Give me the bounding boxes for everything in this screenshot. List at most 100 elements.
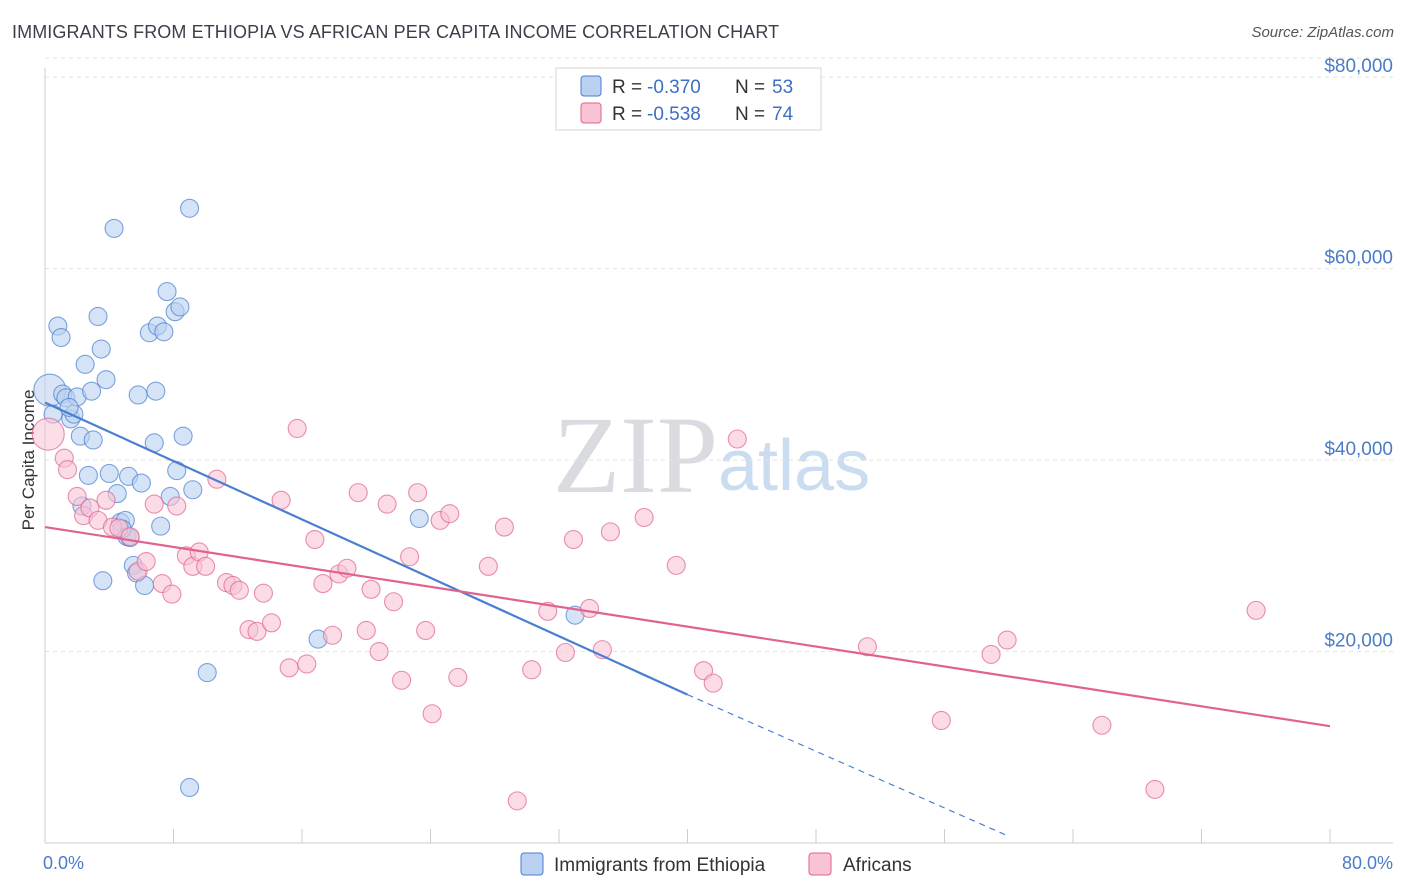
point-ethiopia [51,327,71,348]
point-africans [313,574,333,594]
point-africans [1246,600,1266,620]
chart-source: Source: ZipAtlas.com [1251,24,1394,41]
point-ethiopia [93,571,113,591]
point-africans [400,547,420,567]
point-ethiopia [170,297,190,317]
point-africans [384,592,404,612]
legend-swatch-africans [580,102,602,124]
legend-r-label: R = [612,77,642,98]
point-africans [600,522,620,542]
point-ethiopia [180,198,200,218]
point-africans [31,417,65,451]
point-africans [522,660,542,680]
trend-lines [44,401,1331,837]
axes [44,68,1393,844]
y-tick-label: $80,000 [1324,56,1393,77]
series-swatch-africans [808,852,832,876]
legend-r-value-africans: -0.538 [647,104,701,125]
point-ethiopia [99,463,119,484]
point-africans [57,460,78,480]
legend-swatch-ethiopia [580,75,602,97]
y-axis-label: Per Capita Income [19,390,38,531]
point-africans [356,620,376,641]
point-africans [305,529,325,550]
point-africans [261,613,282,633]
point-africans [162,584,182,604]
point-africans [538,601,558,621]
point-ethiopia [409,508,429,529]
point-africans [120,527,140,547]
grid-lines [45,57,1393,653]
point-africans [563,529,584,550]
series-label-africans: Africans [843,855,912,876]
point-africans [416,620,436,641]
point-ethiopia [88,306,108,327]
point-africans [247,621,267,641]
point-africans [253,583,274,603]
tick-labels: $20,000 $40,000 $60,000 $80,000 0.0% 80.0% [43,56,1393,873]
trend-line-ethiopia-extrapolated [687,694,1009,837]
point-ethiopia [78,465,98,485]
data-points [31,198,1266,811]
point-africans [448,667,468,687]
point-africans [348,483,368,503]
chart-title: IMMIGRANTS FROM ETHIOPIA VS AFRICAN PER … [12,22,780,42]
point-africans [857,637,877,657]
point-africans [703,673,723,693]
point-ethiopia [151,516,171,536]
point-africans [1092,715,1112,735]
watermark: ZIP atlas [553,394,870,516]
point-africans [279,658,299,678]
x-tick-label: 80.0% [1342,853,1393,873]
point-africans [67,486,87,507]
point-ethiopia [131,473,151,493]
point-africans [229,580,249,600]
point-africans [136,551,156,572]
series-label-ethiopia: Immigrants from Ethiopia [554,855,766,876]
point-africans [422,704,442,724]
point-africans [440,504,460,524]
legend-n-label: N = [735,77,765,98]
point-africans [408,483,428,503]
point-ethiopia [128,385,148,405]
point-africans [997,630,1017,650]
point-africans [287,418,307,439]
point-ethiopia [96,370,116,390]
point-africans [361,579,381,599]
watermark-zip: ZIP [553,394,718,516]
legend-n-value-ethiopia: 53 [772,77,793,98]
y-tick-label: $60,000 [1324,248,1393,269]
point-africans [322,625,343,645]
point-africans [555,642,575,663]
point-africans [144,494,164,514]
series-swatch-ethiopia [520,852,544,876]
point-africans [507,791,527,811]
legend-n-value-africans: 74 [772,104,794,125]
trend-line-africans [44,525,1331,728]
point-ethiopia [180,777,200,798]
point-africans [634,507,654,528]
point-africans [1145,779,1165,799]
correlation-legend: R = -0.370 N = 53 R = -0.538 N = 74 [555,67,822,131]
y-tick-label: $40,000 [1324,439,1393,460]
point-africans [478,556,498,576]
point-africans [207,469,227,489]
point-ethiopia [91,339,111,359]
point-ethiopia [146,381,166,401]
point-ethiopia [173,426,193,446]
point-africans [727,429,747,449]
point-ethiopia [197,663,217,683]
point-ethiopia [83,430,103,450]
trend-line-ethiopia [44,401,688,696]
point-africans [369,641,389,662]
point-africans [297,654,317,674]
point-africans [666,555,686,575]
point-ethiopia [104,218,124,238]
point-ethiopia [75,354,95,374]
y-tick-label: $20,000 [1324,631,1393,652]
point-africans [377,494,397,514]
legend-r-value-ethiopia: -0.370 [647,77,701,98]
point-ethiopia [183,480,203,500]
series-legend: Immigrants from Ethiopia Africans [520,852,912,876]
